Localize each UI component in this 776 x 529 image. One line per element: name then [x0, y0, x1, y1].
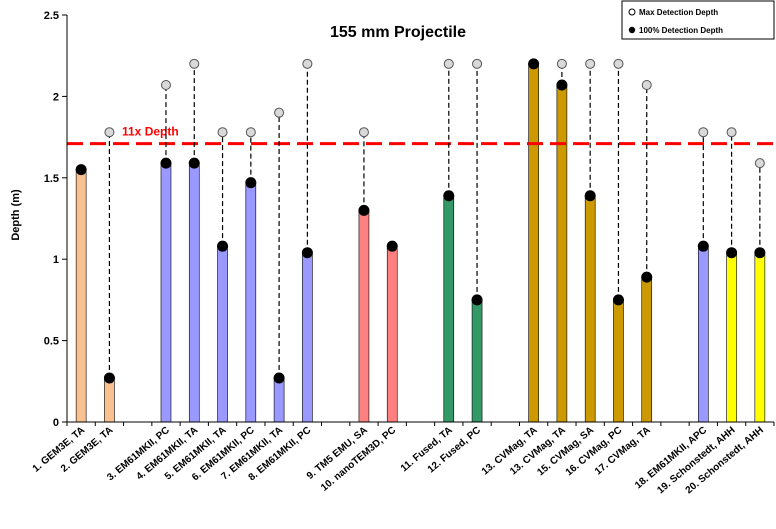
max-depth-point — [641, 80, 652, 91]
bar — [75, 169, 87, 423]
full-detection-point — [471, 294, 483, 306]
full-detection-point — [245, 177, 257, 189]
full-detection-point — [443, 190, 455, 202]
full-detection-point — [217, 240, 229, 252]
max-depth-point — [698, 127, 709, 138]
bar — [386, 245, 398, 423]
bar — [302, 252, 313, 423]
y-tick-label: 0 — [53, 417, 59, 429]
bars-layer — [75, 63, 766, 423]
full-detection-point — [754, 247, 766, 259]
legend-filled-circle-marker — [628, 26, 636, 34]
full-detection-point — [358, 204, 370, 216]
full-detection-point — [301, 247, 313, 259]
bar — [245, 182, 257, 423]
labels-layer: 1. GEM3E, TA2. GEM3E, TA3. EM61MKII, PC4… — [31, 425, 766, 496]
legend: Max Detection Depth 100% Detection Depth — [621, 0, 775, 40]
bar — [104, 377, 115, 423]
bar — [584, 195, 596, 423]
bar — [471, 299, 483, 423]
full-detection-point — [726, 247, 738, 259]
max-depth-point — [160, 80, 171, 91]
full-detection-point — [160, 157, 172, 169]
bar — [358, 210, 370, 423]
full-detection-point — [641, 271, 653, 283]
chart-title: 155 mm Projectile — [330, 24, 466, 41]
connectors-layer — [108, 63, 761, 379]
y-axis-label: Depth (m) — [10, 189, 22, 241]
legend-label: Max Detection Depth — [639, 8, 718, 17]
x-tick-label: 2. GEM3E, TA — [59, 425, 115, 475]
max-depth-point — [726, 127, 737, 138]
full-detection-point — [556, 79, 568, 91]
max-depth-point — [274, 107, 285, 118]
bar — [613, 299, 624, 423]
max-depth-point — [189, 58, 200, 69]
bar — [556, 84, 568, 423]
y-tick-label: 2 — [53, 91, 59, 103]
bar — [217, 245, 228, 423]
legend-box — [621, 0, 775, 40]
full-detection-point — [697, 240, 709, 252]
bar — [273, 377, 285, 423]
reference-layer: 11x Depth — [67, 125, 774, 146]
full-detection-point — [273, 372, 285, 384]
max-depth-point — [302, 58, 313, 69]
max-depth-point — [556, 58, 567, 69]
bar — [528, 63, 539, 423]
markers-layer — [75, 58, 766, 384]
full-detection-point — [386, 240, 398, 252]
full-detection-point — [528, 58, 540, 70]
bar — [443, 195, 455, 423]
y-tick-label: 2.5 — [44, 10, 59, 22]
max-depth-point — [217, 127, 228, 138]
full-detection-point — [188, 157, 200, 169]
full-detection-point — [612, 294, 624, 306]
legend-open-circle-marker — [628, 8, 636, 16]
full-detection-point — [584, 190, 596, 202]
y-tick-label: 0.5 — [44, 336, 59, 348]
legend-label: 100% Detection Depth — [639, 26, 723, 35]
full-detection-point — [103, 372, 115, 384]
max-depth-point — [472, 58, 483, 69]
bar — [160, 162, 172, 423]
max-depth-point — [754, 158, 765, 169]
max-depth-point — [245, 127, 256, 138]
axes-layer: 0 0.5 1 1.5 2 2.5 — [44, 10, 775, 429]
y-tick-label: 1 — [53, 254, 59, 266]
y-tick-label: 1.5 — [44, 173, 59, 185]
reference-line-label: 11x Depth — [122, 125, 179, 139]
max-depth-point — [585, 58, 596, 69]
max-depth-point — [104, 127, 115, 138]
full-detection-point — [75, 164, 87, 176]
bar — [641, 276, 653, 423]
max-depth-point — [443, 58, 454, 69]
bar — [726, 252, 737, 423]
bar — [754, 252, 766, 423]
bar — [188, 162, 200, 423]
max-depth-point — [358, 127, 369, 138]
bar — [697, 245, 709, 423]
max-depth-point — [613, 58, 624, 69]
